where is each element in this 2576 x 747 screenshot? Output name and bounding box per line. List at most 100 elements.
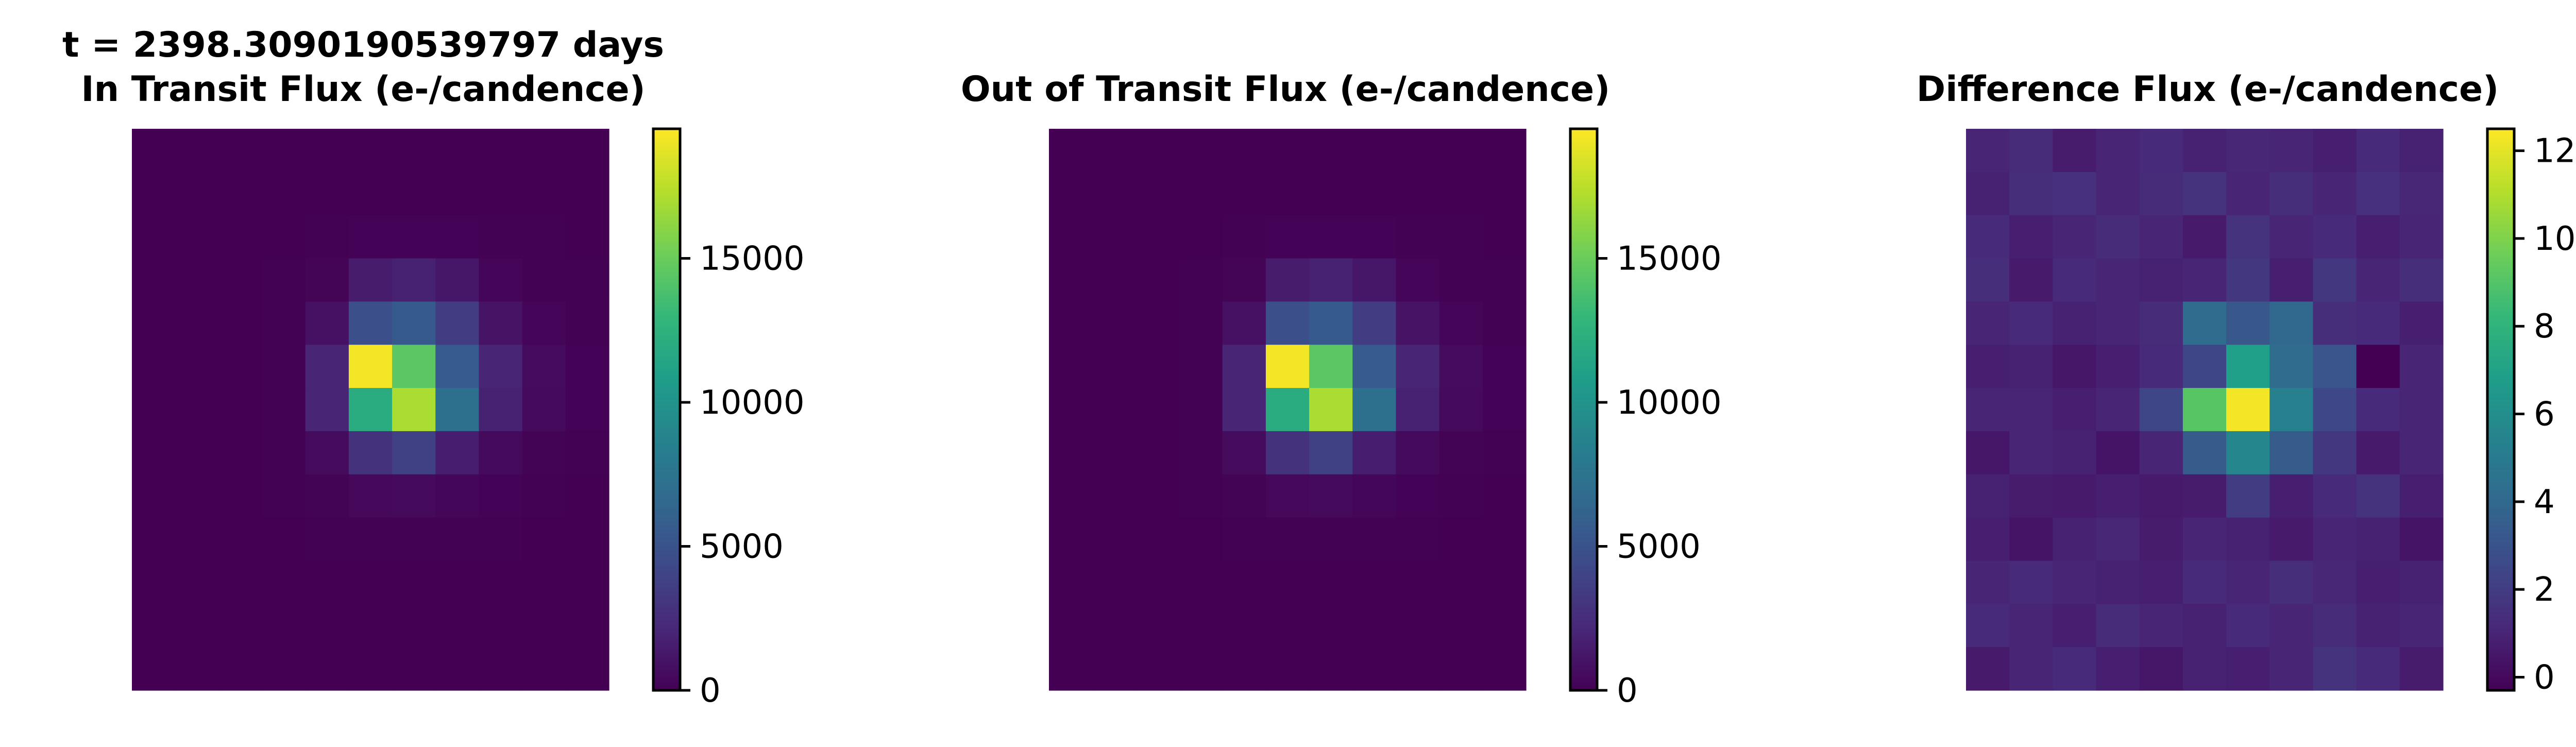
panel-3-heatmap: 0 2 4 6 8 10 12 bbox=[1966, 127, 2575, 697]
heatmap-cell bbox=[565, 604, 609, 648]
heatmap-cell bbox=[2399, 388, 2444, 432]
heatmap-cell bbox=[2096, 431, 2140, 475]
heatmap-cell bbox=[565, 215, 609, 259]
heatmap-cell bbox=[1136, 215, 1180, 259]
heatmap-cell bbox=[1222, 517, 1266, 562]
heatmap-cell bbox=[2399, 561, 2444, 604]
heatmap-cell bbox=[1265, 604, 1310, 648]
heatmap-cell bbox=[1439, 129, 1483, 173]
heatmap-cell bbox=[392, 431, 436, 475]
heatmap-cell bbox=[1049, 474, 1093, 518]
heatmap-cell bbox=[1396, 215, 1440, 259]
heatmap-cell bbox=[2009, 561, 2053, 604]
panel-2-heatmap: 0 5000 10000 15000 bbox=[1049, 127, 1722, 710]
heatmap-cell bbox=[2226, 431, 2270, 475]
heatmap-cell bbox=[1092, 215, 1136, 259]
heatmap-cell bbox=[1482, 388, 1527, 432]
heatmap-cell bbox=[1439, 431, 1483, 475]
heatmap-cell bbox=[1309, 215, 1353, 259]
heatmap-cell bbox=[1049, 647, 1093, 691]
heatmap-cell bbox=[1309, 172, 1353, 216]
heatmap-cell bbox=[1179, 172, 1223, 216]
heatmap-cell bbox=[1049, 517, 1093, 562]
colorbar-tick-label: 5000 bbox=[700, 528, 784, 566]
heatmap-cell bbox=[565, 431, 609, 475]
heatmap-cell bbox=[2356, 345, 2400, 388]
heatmap-cell bbox=[262, 431, 306, 475]
heatmap-cell bbox=[348, 431, 393, 475]
heatmap-cell bbox=[435, 215, 480, 259]
heatmap-cell bbox=[2096, 129, 2140, 173]
heatmap-cell bbox=[479, 301, 523, 345]
heatmap-cell bbox=[1482, 474, 1527, 518]
heatmap-cell bbox=[1222, 215, 1266, 259]
heatmap-cell bbox=[305, 431, 349, 475]
heatmap-cell bbox=[305, 647, 349, 691]
heatmap-cell bbox=[479, 258, 523, 302]
heatmap-cell bbox=[2313, 215, 2357, 259]
heatmap-cell bbox=[2139, 474, 2183, 518]
heatmap-cell bbox=[175, 517, 219, 562]
heatmap-cell bbox=[2226, 474, 2270, 518]
colorbar-tick-label: 4 bbox=[2534, 483, 2555, 521]
heatmap-cell bbox=[1482, 647, 1527, 691]
heatmap-cell bbox=[1396, 604, 1440, 648]
heatmap-cell bbox=[1092, 258, 1136, 302]
heatmap-cell bbox=[2356, 129, 2400, 173]
heatmap-cell bbox=[1482, 345, 1527, 388]
heatmap-cell bbox=[1136, 301, 1180, 345]
heatmap-cell bbox=[1049, 172, 1093, 216]
heatmap-cell bbox=[2399, 647, 2444, 691]
heatmap-cell bbox=[392, 388, 436, 432]
heatmap-cell bbox=[1352, 258, 1397, 302]
heatmap-cell bbox=[1966, 647, 2010, 691]
heatmap-cell bbox=[565, 258, 609, 302]
colorbar-tick-label: 10000 bbox=[1617, 384, 1722, 422]
heatmap-cell bbox=[1179, 345, 1223, 388]
heatmap-cell bbox=[1092, 388, 1136, 432]
heatmap-cell bbox=[348, 474, 393, 518]
heatmap-cell bbox=[1439, 604, 1483, 648]
heatmap-cell bbox=[1966, 172, 2010, 216]
heatmap-cell bbox=[2399, 215, 2444, 259]
heatmap-cell bbox=[2226, 647, 2270, 691]
heatmap-cell bbox=[2139, 388, 2183, 432]
heatmap-cell bbox=[2399, 604, 2444, 648]
heatmap-cell bbox=[1352, 345, 1397, 388]
heatmap-cell bbox=[1439, 517, 1483, 562]
heatmap-cell bbox=[348, 129, 393, 173]
heatmap-cell bbox=[1136, 129, 1180, 173]
heatmap-cell bbox=[262, 129, 306, 173]
heatmap-cell bbox=[435, 647, 480, 691]
heatmap-cell bbox=[1352, 215, 1397, 259]
heatmap-cell bbox=[1179, 517, 1223, 562]
heatmap-cell bbox=[1396, 647, 1440, 691]
heatmap-cell bbox=[262, 474, 306, 518]
heatmap-cell bbox=[1049, 215, 1093, 259]
heatmap-cell bbox=[2356, 647, 2400, 691]
heatmap-cell bbox=[479, 561, 523, 604]
heatmap-cell bbox=[132, 215, 176, 259]
heatmap-cell bbox=[1396, 301, 1440, 345]
panel-3-title: Difference Flux (e-/candence) bbox=[1917, 69, 2499, 110]
heatmap-cell bbox=[1966, 561, 2010, 604]
heatmap-cell bbox=[1265, 647, 1310, 691]
heatmap-cell bbox=[479, 647, 523, 691]
heatmap-cell bbox=[218, 474, 263, 518]
heatmap-cell bbox=[2226, 258, 2270, 302]
colorbar-tick-label: 5000 bbox=[1617, 528, 1701, 566]
heatmap-cell bbox=[2226, 517, 2270, 562]
heatmap-cell bbox=[522, 172, 566, 216]
heatmap-cell bbox=[2053, 215, 2097, 259]
heatmap-cell bbox=[2226, 215, 2270, 259]
heatmap-cell bbox=[175, 301, 219, 345]
heatmap-cell bbox=[1136, 345, 1180, 388]
heatmap-cell bbox=[392, 215, 436, 259]
heatmap-cell bbox=[1966, 474, 2010, 518]
heatmap-cell bbox=[305, 517, 349, 562]
heatmap-cell bbox=[1396, 388, 1440, 432]
heatmap-cell bbox=[2096, 604, 2140, 648]
heatmap-cell bbox=[132, 431, 176, 475]
colorbar-tick-label: 6 bbox=[2534, 396, 2555, 434]
heatmap-cell bbox=[392, 647, 436, 691]
